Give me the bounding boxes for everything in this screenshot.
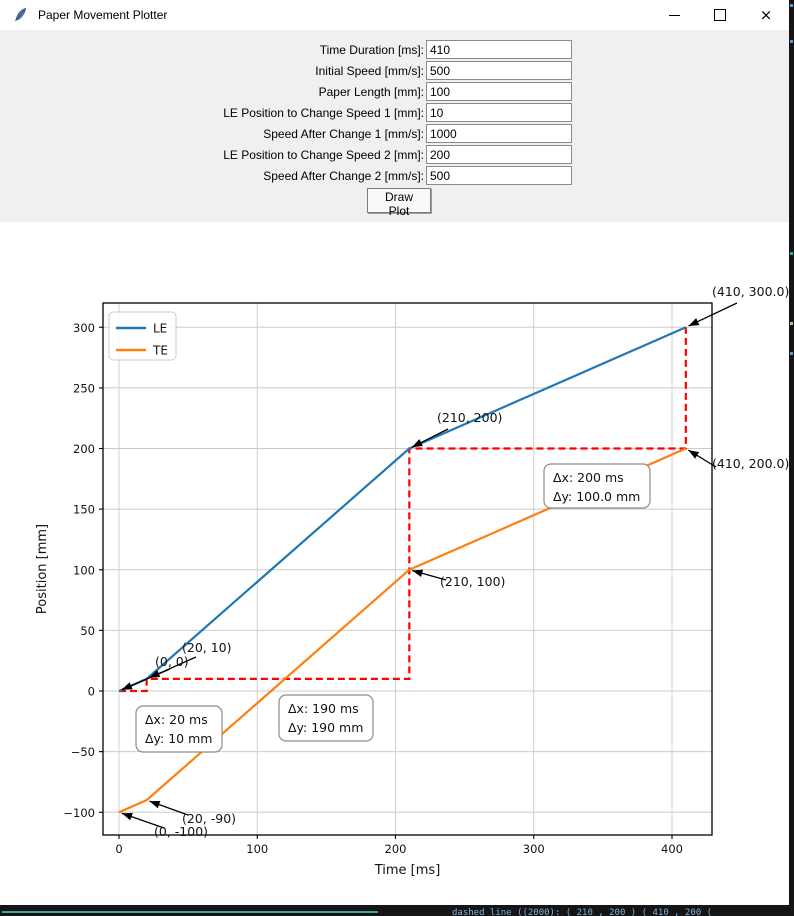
close-icon: × bbox=[759, 5, 773, 24]
svg-text:LE: LE bbox=[153, 322, 167, 336]
background-editor-bottom-strip: dashed line ((2000): ( 210 , 200 ) ( 410… bbox=[0, 905, 794, 916]
draw-plot-button[interactable]: Draw Plot bbox=[367, 188, 431, 218]
svg-text:100: 100 bbox=[73, 563, 95, 577]
maximize-icon bbox=[714, 9, 726, 21]
svg-text:Δy: 190 mm: Δy: 190 mm bbox=[288, 720, 363, 735]
minimize-button[interactable] bbox=[651, 0, 697, 30]
background-editor-right-strip bbox=[789, 0, 794, 916]
plot-axes: 0 100 200 300 400 −100 −50 0 50 100 150 200 250 300 Ti… bbox=[35, 302, 713, 878]
background-speck bbox=[790, 322, 793, 325]
svg-text:150: 150 bbox=[73, 503, 95, 517]
background-speck bbox=[790, 4, 793, 7]
le-change-1-input[interactable] bbox=[426, 103, 572, 122]
svg-text:Δx: 190 ms: Δx: 190 ms bbox=[288, 701, 359, 716]
speed-after-1-input[interactable] bbox=[426, 124, 572, 143]
le-change-2-label: LE Position to Change Speed 2 [mm]: bbox=[223, 147, 424, 162]
svg-text:Δy: 10 mm: Δy: 10 mm bbox=[145, 731, 212, 746]
plot-canvas: 0 100 200 300 400 −100 −50 0 50 100 150 200 250 300 Ti… bbox=[35, 284, 789, 878]
plot-grid bbox=[103, 303, 712, 835]
window-title: Paper Movement Plotter bbox=[38, 8, 168, 22]
svg-text:TE: TE bbox=[152, 344, 168, 358]
minimize-icon bbox=[668, 14, 680, 16]
svg-text:(210, 200): (210, 200) bbox=[437, 410, 502, 425]
plot-legend: LE TE bbox=[108, 311, 177, 361]
form-row: LE Position to Change Speed 1 [mm]: bbox=[0, 102, 789, 123]
svg-text:200: 200 bbox=[385, 842, 407, 856]
svg-text:400: 400 bbox=[661, 842, 683, 856]
time-duration-input[interactable] bbox=[426, 40, 572, 59]
svg-text:(410, 200.0): (410, 200.0) bbox=[712, 456, 789, 471]
form-row: Speed After Change 1 [mm/s]: bbox=[0, 123, 789, 144]
svg-text:(20, -90): (20, -90) bbox=[182, 811, 236, 826]
background-speck bbox=[790, 252, 793, 255]
svg-text:(410, 300.0): (410, 300.0) bbox=[712, 284, 789, 299]
python-feather-icon bbox=[13, 7, 29, 23]
maximize-button[interactable] bbox=[697, 0, 743, 30]
svg-text:200: 200 bbox=[73, 442, 95, 456]
svg-text:Δx: 200 ms: Δx: 200 ms bbox=[553, 470, 624, 485]
svg-text:300: 300 bbox=[73, 321, 95, 335]
background-speck bbox=[790, 40, 793, 43]
form-row: Speed After Change 2 [mm/s]: bbox=[0, 165, 789, 186]
le-change-2-input[interactable] bbox=[426, 145, 572, 164]
initial-speed-label: Initial Speed [mm/s]: bbox=[315, 63, 424, 78]
speed-after-2-label: Speed After Change 2 [mm/s]: bbox=[263, 168, 424, 183]
svg-text:250: 250 bbox=[73, 381, 95, 395]
form-row: Time Duration [ms]: bbox=[0, 39, 789, 60]
form-row: Initial Speed [mm/s]: bbox=[0, 60, 789, 81]
svg-text:50: 50 bbox=[80, 624, 95, 638]
speed-after-2-input[interactable] bbox=[426, 166, 572, 185]
form-row: Paper Length [mm]: bbox=[0, 81, 789, 102]
paper-length-input[interactable] bbox=[426, 82, 572, 101]
svg-text:−50: −50 bbox=[71, 745, 95, 759]
background-speck bbox=[790, 352, 793, 355]
svg-text:0: 0 bbox=[88, 685, 95, 699]
titlebar: Paper Movement Plotter × bbox=[0, 0, 789, 30]
svg-text:Time [ms]: Time [ms] bbox=[374, 863, 441, 878]
form-panel: Time Duration [ms]: Initial Speed [mm/s]… bbox=[0, 30, 789, 222]
speed-after-1-label: Speed After Change 1 [mm/s]: bbox=[263, 126, 424, 141]
svg-text:Δx: 20 ms: Δx: 20 ms bbox=[145, 712, 208, 727]
form-row: LE Position to Change Speed 2 [mm]: bbox=[0, 144, 789, 165]
background-code-text: dashed line ((2000): ( 210 , 200 ) ( 410… bbox=[452, 908, 713, 916]
svg-text:(20, 10): (20, 10) bbox=[182, 640, 232, 655]
svg-text:100: 100 bbox=[246, 842, 268, 856]
svg-text:Δy: 100.0 mm: Δy: 100.0 mm bbox=[553, 489, 640, 504]
svg-text:(210, 100): (210, 100) bbox=[440, 574, 505, 589]
svg-text:(0, -100): (0, -100) bbox=[154, 824, 208, 839]
time-duration-label: Time Duration [ms]: bbox=[319, 42, 424, 57]
svg-text:(0, 0): (0, 0) bbox=[155, 654, 189, 669]
le-change-1-label: LE Position to Change Speed 1 [mm]: bbox=[223, 105, 424, 120]
plot-figure: 0 100 200 300 400 −100 −50 0 50 100 150 200 250 300 Ti… bbox=[0, 222, 789, 905]
initial-speed-input[interactable] bbox=[426, 61, 572, 80]
svg-text:−100: −100 bbox=[63, 806, 95, 820]
plot-annotations: (410, 300.0) (210, 200) (410, 200.0) (210, … bbox=[121, 284, 789, 839]
svg-text:300: 300 bbox=[523, 842, 545, 856]
paper-length-label: Paper Length [mm]: bbox=[318, 84, 424, 99]
background-accent-line bbox=[2, 911, 378, 913]
window-controls: × bbox=[651, 0, 789, 30]
svg-text:Position [mm]: Position [mm] bbox=[35, 524, 50, 614]
form-rows: Time Duration [ms]: Initial Speed [mm/s]… bbox=[0, 30, 789, 186]
svg-text:0: 0 bbox=[115, 842, 122, 856]
close-button[interactable]: × bbox=[743, 0, 789, 30]
